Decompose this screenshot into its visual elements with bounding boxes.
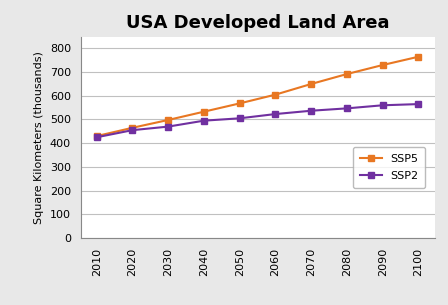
Legend: SSP5, SSP2: SSP5, SSP2	[353, 146, 426, 188]
Line: SSP2: SSP2	[94, 101, 421, 140]
SSP2	[380, 103, 385, 107]
SSP5	[237, 102, 242, 105]
SSP2	[416, 102, 421, 106]
SSP5	[94, 134, 99, 138]
SSP5	[416, 55, 421, 59]
SSP5	[201, 110, 207, 113]
SSP2	[94, 135, 99, 139]
Line: SSP5: SSP5	[94, 54, 421, 139]
SSP2	[237, 117, 242, 120]
SSP2	[166, 125, 171, 128]
SSP2	[309, 109, 314, 113]
SSP2	[130, 128, 135, 132]
SSP5	[166, 118, 171, 122]
Title: USA Developed Land Area: USA Developed Land Area	[126, 14, 389, 32]
SSP5	[380, 63, 385, 67]
SSP5	[309, 82, 314, 86]
SSP5	[273, 93, 278, 96]
SSP2	[344, 106, 349, 110]
Y-axis label: Square Kilometers (thousands): Square Kilometers (thousands)	[34, 51, 44, 224]
SSP2	[273, 112, 278, 116]
SSP5	[130, 126, 135, 130]
SSP5	[344, 72, 349, 76]
SSP2	[201, 119, 207, 123]
